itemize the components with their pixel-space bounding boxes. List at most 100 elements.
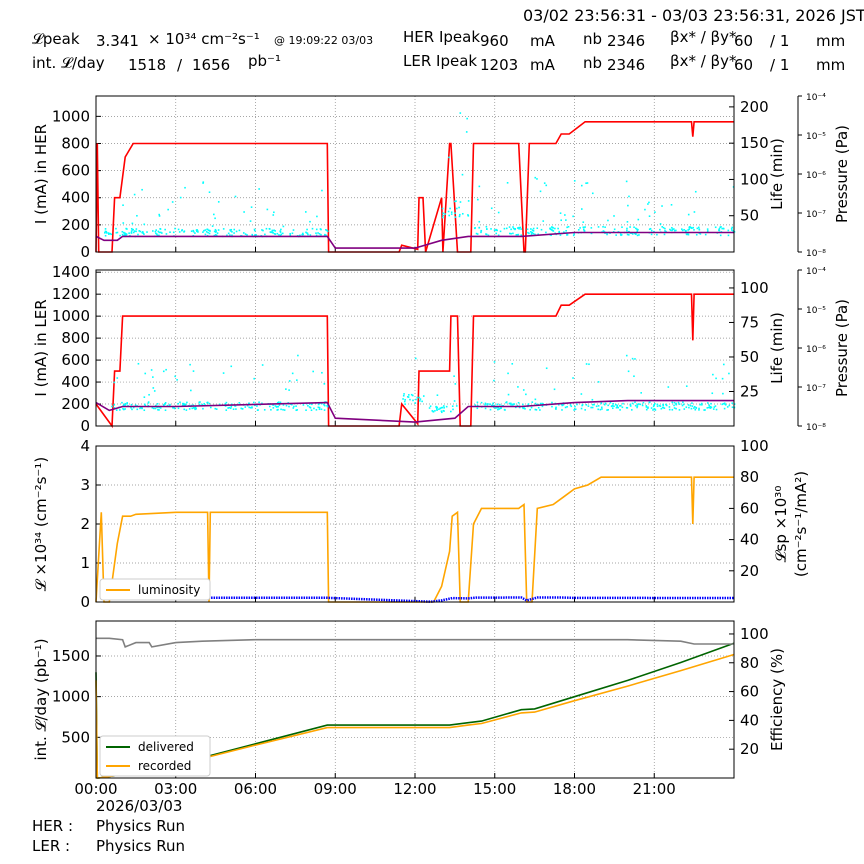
panel2-life-point [412, 399, 414, 402]
panel2-life-point [636, 406, 638, 409]
panel2-life-point [404, 398, 406, 401]
panel1-life-point [274, 233, 277, 235]
panel2-life-point [277, 401, 280, 403]
panel1-life-point [110, 233, 113, 236]
panel2-life-point [416, 396, 419, 399]
panel2-life-point [714, 405, 717, 407]
panel2-life-point [541, 405, 544, 408]
panel1-life-point [128, 232, 130, 234]
panel2-life-point [297, 354, 299, 357]
panel1-life-point [254, 234, 256, 236]
panel2-life-point [476, 401, 479, 404]
panel2-life-point [709, 407, 712, 409]
panel1-life-point [279, 231, 282, 233]
panel1-life-point [317, 232, 319, 234]
panel1-life-point [478, 220, 481, 223]
panel1-life-point [449, 207, 451, 210]
panel1-life-point [686, 233, 688, 236]
panel2-life-point [186, 401, 188, 404]
panel2-life-point [557, 403, 560, 406]
panel2-life-point [296, 409, 298, 411]
panel2-life-point [713, 406, 716, 408]
panel2-life-point [708, 404, 710, 407]
her-nb-value: 2346 [607, 32, 646, 50]
panel2-life-point [451, 405, 454, 407]
panel2-life-point [215, 408, 218, 410]
panel2-life-point [183, 408, 186, 411]
int-lumi-slash: / [177, 56, 183, 74]
panel2-life-point [593, 403, 595, 406]
panel4-legend-label: delivered [138, 740, 194, 754]
panel1-life-point [687, 213, 690, 216]
panel2-life-point [139, 407, 141, 410]
panel1-life-point [121, 230, 124, 233]
panel2-life-point [637, 403, 640, 405]
panel2-life-point [537, 406, 540, 409]
panel2-life-point [443, 406, 445, 409]
panel2-life-point [235, 408, 237, 410]
panel1-life-point [673, 228, 675, 230]
panel1-life-point [554, 227, 556, 230]
panel1-life-point [654, 211, 656, 213]
panel2-life-point [675, 402, 677, 405]
panel1-life-point [115, 227, 117, 230]
panel1-life-point [325, 229, 327, 231]
panel2-life-point [225, 401, 228, 404]
panel2-life-point [208, 402, 211, 405]
panel1-life-point [141, 188, 143, 191]
panel2-life-point [522, 407, 525, 410]
panel2-life-point [290, 403, 293, 406]
panel1-life-point [109, 232, 111, 235]
panel1-life-point [448, 214, 451, 217]
panel1-life-point [116, 231, 119, 234]
panel1-life-point [633, 226, 635, 229]
panel1-life-point [695, 233, 698, 236]
panel2-life-point [685, 406, 688, 409]
panel1-life-point [566, 226, 568, 229]
panel2-life-point [320, 408, 323, 411]
panel3-y-label: 𝓛 ×10³⁴ (cm⁻²s⁻¹) [32, 457, 50, 591]
panel2-life-point [489, 408, 492, 411]
panel1-life-point [631, 233, 634, 235]
panel2-life-point [166, 404, 169, 407]
panel2-life-point [136, 408, 139, 411]
panel1-life-point [158, 234, 160, 237]
panel1-life-point [526, 228, 529, 231]
panel1-life-point [582, 228, 585, 231]
panel2-life-point [525, 393, 527, 396]
panel1-life-point [454, 216, 457, 218]
panel2-life-point [616, 405, 619, 408]
panel1-life-point [459, 112, 462, 114]
panel2-life-point [645, 408, 648, 411]
panel2-life-point [510, 403, 512, 406]
panel1-life-point [487, 234, 490, 237]
panel2-life-point [244, 406, 247, 408]
panel1-life-point [637, 228, 639, 231]
panel2-life-point [486, 403, 489, 405]
panel2-life-point [484, 407, 487, 410]
panel2-life-point [185, 409, 188, 411]
panel1-life-point [613, 215, 615, 217]
panel1-life-point [659, 228, 661, 231]
panel2-life-point [498, 408, 500, 410]
panel1-life-point [490, 207, 493, 210]
panel1-life-point [291, 232, 294, 235]
panel1-life-point [122, 222, 125, 224]
panel1-life-point [626, 227, 628, 230]
panel1-life-point [665, 230, 667, 233]
panel2-life-point [411, 394, 414, 397]
panel2-life-point [607, 404, 609, 407]
panel2-life-point [443, 405, 445, 407]
panel1-life-point [503, 227, 506, 230]
panel1-life-point [671, 227, 673, 229]
panel1-life-point [130, 232, 133, 234]
panel1-life-point [534, 176, 537, 179]
panel2-life-point [164, 402, 167, 404]
panel2-life-point [124, 404, 127, 406]
her-beta-x: 60 [734, 32, 754, 50]
panel2-life-point [121, 401, 123, 404]
panel2-life-point [527, 403, 530, 405]
panel2-life-point [522, 389, 525, 391]
panel1-life-point [246, 234, 248, 236]
panel1-life-point [309, 234, 312, 236]
